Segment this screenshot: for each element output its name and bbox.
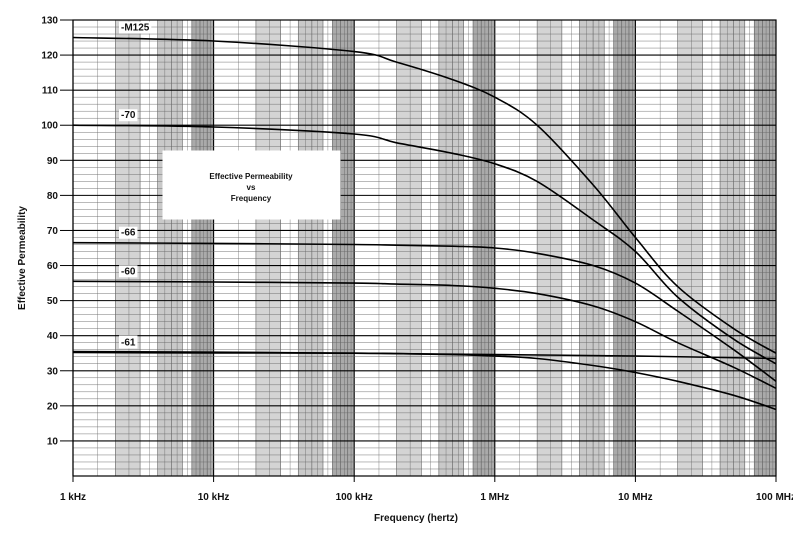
y-tick-label: 50	[47, 296, 59, 307]
series-labels: -M125-70-66-60-63-61	[119, 21, 152, 349]
y-tick-label: 90	[47, 156, 59, 167]
x-axis-title: Frequency (hertz)	[374, 513, 458, 524]
plot-frame	[72, 19, 777, 477]
x-tick-label: 100 kHz	[336, 492, 373, 503]
y-tick-label: 30	[47, 366, 59, 377]
decade-band	[157, 20, 183, 476]
chart-title-line-2: vs	[247, 183, 256, 192]
decade-band	[191, 20, 214, 476]
x-axis-ticks: 1 kHz 10 kHz 100 kHz 1 MHz 10 MHz 100 MHz	[60, 476, 793, 503]
decade-band	[754, 20, 776, 476]
decade-band	[677, 20, 703, 476]
series-label: -60	[121, 266, 136, 277]
x-tick-label: 10 MHz	[618, 492, 652, 503]
chart-title-box: Effective Permeability vs Frequency	[162, 150, 341, 220]
series-line	[72, 241, 777, 382]
decade-band	[579, 20, 605, 476]
y-axis-ticks: 10 20 30 40 50 60 70 80 90 100 110 120 130	[41, 16, 73, 447]
series-label-bg	[119, 336, 138, 349]
x-tick-label: 1 MHz	[480, 492, 509, 503]
y-tick-label: 100	[41, 121, 58, 132]
series-label-bg	[119, 265, 138, 278]
y-tick-label: 120	[41, 51, 58, 62]
decade-band	[537, 20, 562, 476]
y-tick-label: 70	[47, 226, 59, 237]
decade-band	[613, 20, 636, 476]
y-tick-label: 60	[47, 261, 59, 272]
series-label: -M125	[121, 23, 150, 34]
series-label: -61	[121, 338, 136, 349]
x-tick-label: 1 kHz	[60, 492, 86, 503]
series-line	[72, 280, 777, 390]
decade-band	[720, 20, 745, 476]
series-line	[72, 36, 777, 354]
y-tick-label: 20	[47, 401, 59, 412]
series-lines	[72, 36, 777, 411]
y-tick-label: 10	[47, 436, 59, 447]
series-label-bg	[119, 21, 152, 34]
decade-band	[255, 20, 281, 476]
chart-title-line-3: Frequency	[231, 194, 272, 203]
y-axis-title: Effective Permeability	[17, 206, 28, 310]
title-box-background	[162, 150, 341, 220]
y-tick-label: 110	[42, 86, 59, 97]
decade-band	[396, 20, 422, 476]
y-tick-label: 40	[47, 331, 59, 342]
chart-title-line-1: Effective Permeability	[209, 172, 293, 181]
x-tick-label: 100 MHz	[756, 492, 793, 503]
decade-band	[115, 20, 141, 476]
series-line	[72, 124, 777, 365]
decade-band	[298, 20, 324, 476]
series-label: -70	[121, 110, 136, 121]
decade-band	[438, 20, 464, 476]
y-tick-label: 80	[47, 191, 59, 202]
series-label: -66	[121, 228, 136, 239]
series-line	[72, 351, 777, 411]
series-label-bg	[119, 109, 138, 122]
x-tick-label: 10 kHz	[198, 492, 230, 503]
decade-shading	[115, 20, 776, 476]
y-tick-label: 130	[41, 16, 58, 27]
series-label-bg	[119, 226, 138, 239]
